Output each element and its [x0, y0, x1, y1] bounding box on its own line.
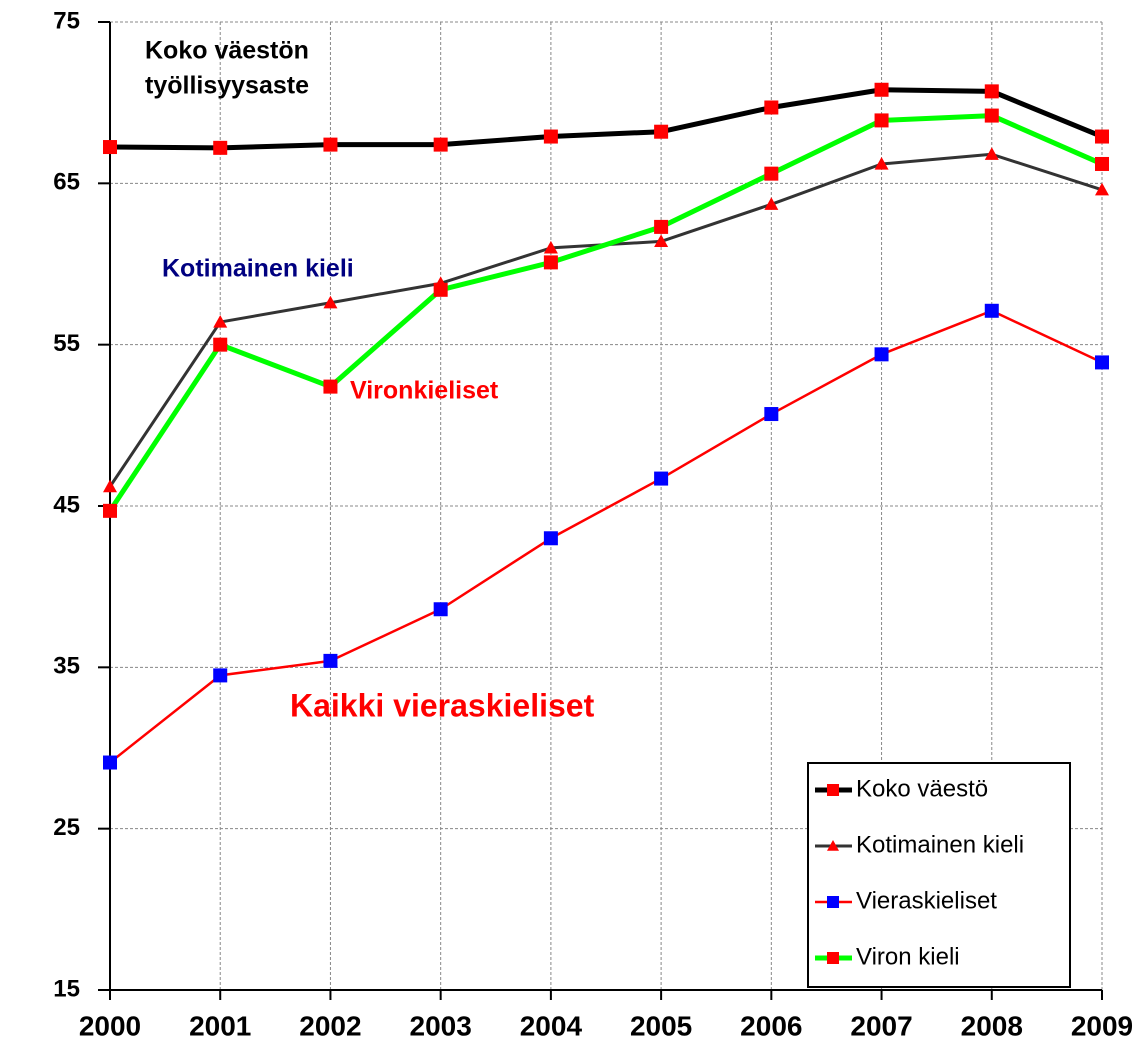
- marker: [543, 531, 558, 546]
- legend-label: Kotimainen kieli: [856, 831, 1024, 858]
- legend-label: Koko väestö: [856, 775, 988, 802]
- legend-label: Viron kieli: [856, 943, 960, 970]
- x-tick-label: 2003: [410, 1010, 472, 1041]
- annotation: työllisyysaste: [145, 72, 309, 100]
- y-tick-label: 35: [53, 653, 80, 680]
- marker: [543, 255, 558, 270]
- legend-label: Vieraskieliset: [856, 887, 997, 914]
- marker: [1095, 129, 1109, 144]
- marker: [543, 240, 558, 254]
- marker: [827, 784, 839, 796]
- marker: [433, 282, 448, 297]
- series: [103, 303, 1109, 770]
- marker: [433, 602, 448, 617]
- marker: [984, 147, 999, 160]
- marker: [874, 113, 889, 128]
- line: [109, 87, 1103, 151]
- line: [109, 309, 1103, 764]
- marker: [213, 337, 228, 352]
- marker: [323, 379, 338, 394]
- marker: [103, 140, 117, 155]
- marker: [874, 82, 889, 97]
- marker: [213, 668, 228, 683]
- x-tick-label: 2009: [1071, 1010, 1133, 1041]
- marker: [874, 156, 889, 170]
- marker: [827, 840, 839, 851]
- marker: [103, 755, 117, 770]
- marker: [433, 137, 448, 152]
- y-tick-label: 15: [53, 975, 80, 1002]
- series: [103, 82, 1109, 155]
- marker: [654, 219, 669, 234]
- y-tick-label: 45: [53, 491, 80, 518]
- annotation: Kotimainen kieli: [162, 255, 354, 283]
- x-tick-label: 2008: [961, 1010, 1023, 1041]
- marker: [827, 952, 839, 964]
- marker: [103, 479, 117, 493]
- marker: [874, 347, 889, 362]
- marker: [764, 407, 779, 422]
- marker: [654, 124, 669, 139]
- line: [107, 113, 1104, 513]
- marker: [827, 896, 839, 908]
- y-tick-label: 25: [53, 814, 80, 841]
- marker: [654, 471, 669, 486]
- x-tick-label: 2000: [79, 1010, 141, 1041]
- marker: [764, 100, 779, 115]
- annotation: Vironkieliset: [350, 377, 499, 405]
- x-tick-label: 2006: [740, 1010, 802, 1041]
- y-tick-label: 55: [53, 330, 80, 357]
- marker: [103, 503, 117, 518]
- annotation: Koko väestön: [145, 37, 309, 65]
- marker: [323, 295, 338, 309]
- marker: [213, 140, 228, 155]
- marker: [984, 303, 999, 318]
- y-tick-label: 65: [53, 169, 80, 196]
- series: [103, 108, 1109, 518]
- marker: [764, 166, 779, 181]
- x-tick-label: 2005: [630, 1010, 692, 1041]
- marker: [764, 197, 779, 210]
- marker: [1095, 182, 1109, 196]
- legend: Koko väestö Kotimainen kieli Vieraskielise…: [807, 762, 1071, 988]
- marker: [323, 137, 338, 152]
- line: [108, 152, 1103, 488]
- y-tick-label: 75: [53, 7, 80, 34]
- marker: [654, 234, 669, 248]
- marker: [323, 653, 338, 668]
- annotation: Kaikki vieraskieliset: [290, 687, 595, 723]
- x-tick-label: 2004: [520, 1010, 583, 1041]
- marker: [984, 84, 999, 99]
- marker: [1095, 156, 1109, 171]
- series: [103, 147, 1109, 493]
- marker: [1095, 355, 1109, 370]
- legend-box: [807, 762, 1071, 988]
- x-tick-label: 2001: [189, 1010, 251, 1041]
- marker: [543, 129, 558, 144]
- x-tick-label: 2002: [299, 1010, 361, 1041]
- x-tick-label: 2007: [850, 1010, 912, 1041]
- marker: [984, 108, 999, 123]
- marker: [213, 315, 228, 328]
